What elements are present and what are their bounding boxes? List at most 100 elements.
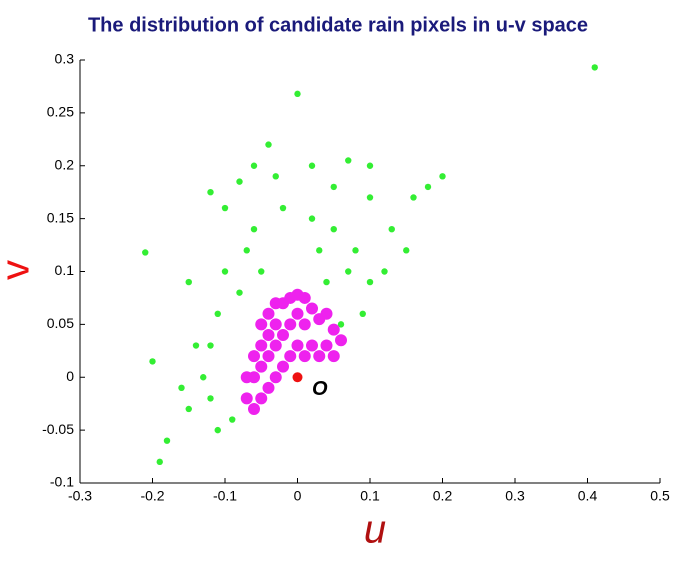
scatter-point [269,339,282,352]
y-axis-label: v [0,260,38,280]
scatter-point [298,318,311,331]
scatter-point [327,350,340,363]
scatter-point [262,328,275,341]
scatter-point [236,178,243,185]
scatter-point [255,360,268,373]
scatter-point [236,289,243,296]
scatter-point [229,416,236,423]
x-tick-label: -0.1 [213,488,237,504]
scatter-point [277,328,289,341]
x-tick-label: 0.4 [578,488,598,504]
scatter-point [214,310,221,317]
y-tick-label: -0.05 [42,421,74,437]
scatter-point [156,458,163,466]
scatter-point [291,339,304,352]
y-tick-label: 0.1 [55,262,75,278]
x-tick-label: 0 [294,488,302,504]
scatter-point [294,90,301,98]
scatter-point [410,194,417,201]
scatter-point [262,307,275,320]
y-tick-label: -0.1 [50,474,74,490]
scatter-point [292,372,303,383]
scatter-point [284,350,297,363]
scatter-point [381,268,388,275]
scatter-point [248,402,260,415]
scatter-point [255,392,268,405]
scatter-point [262,381,275,394]
scatter-point [320,339,333,352]
scatter-point [265,141,272,148]
scatter-point [255,339,268,352]
scatter-point [366,162,374,169]
scatter-point [279,204,287,212]
scatter-point [258,268,265,275]
scatter-point [284,318,297,331]
scatter-point [163,437,171,444]
scatter-point [308,215,316,222]
scatter-point [335,334,347,347]
scatter-point [291,307,304,320]
scatter-point [388,226,395,233]
scatter-point [248,350,260,363]
scatter-point [269,371,282,384]
annotation: O [312,378,328,400]
scatter-point [313,350,326,363]
scatter-point [207,188,214,196]
scatter-point [262,350,275,363]
scatter-point [185,405,192,413]
scatter-point [439,173,446,180]
x-tick-label: 0.5 [650,488,670,504]
scatter-point [248,371,260,384]
scatter-point [185,278,192,286]
scatter-point [316,247,323,254]
scatter-point [298,291,311,304]
y-tick-label: 0.05 [47,315,74,331]
scatter-point [250,162,258,169]
y-tick-label: 0 [66,368,74,384]
scatter-point [221,268,229,275]
scatter-point [149,358,156,365]
scatter-point [308,162,316,169]
scatter-point [424,183,432,191]
scatter-point [207,395,214,402]
scatter-point [345,268,352,275]
y-tick-label: 0.3 [55,51,75,67]
scatter-point [345,157,352,164]
scatter-point [330,226,337,233]
scatter-point [178,384,185,392]
scatter-point [298,350,311,363]
x-tick-label: 0.1 [360,488,380,504]
scatter-point [243,247,250,254]
scatter-point [272,173,279,180]
scatter-point [330,183,337,191]
scatter-point [591,64,598,71]
scatter-point [359,310,366,317]
chart-title: The distribution of candidate rain pixel… [88,14,588,36]
x-axis-label: u [364,508,386,552]
scatter-point [323,278,330,286]
scatter-point [366,278,374,286]
scatter-point [320,307,333,320]
scatter-point [277,360,289,373]
scatter-point [240,392,253,405]
scatter-point [192,342,200,349]
scatter-point [327,323,340,336]
y-tick-label: 0.25 [47,104,74,120]
scatter-point [250,226,258,233]
scatter-point [306,339,318,352]
scatter-point [142,249,149,256]
scatter-point [337,321,345,328]
y-tick-label: 0.2 [55,156,75,172]
scatter-point [269,318,282,331]
scatter-point [214,426,221,434]
x-tick-label: 0.2 [433,488,453,504]
x-tick-label: 0.3 [505,488,525,504]
y-tick-label: 0.15 [47,209,74,225]
scatter-point [200,374,207,381]
scatter-point [255,318,268,331]
x-tick-label: -0.2 [140,488,164,504]
scatter-point [207,342,214,349]
scatter-point [352,247,359,254]
scatter-point [306,302,318,315]
